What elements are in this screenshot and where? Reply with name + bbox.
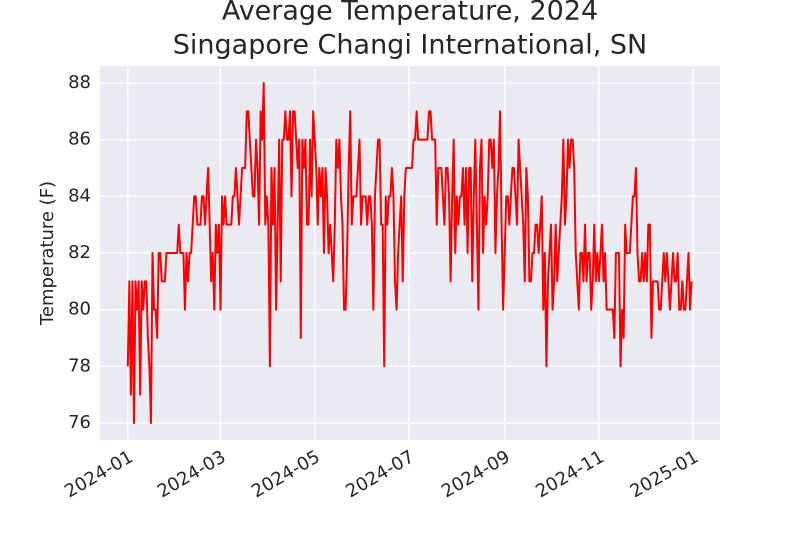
x-tick-label: 2025-01	[626, 446, 702, 502]
x-tick-label: 2024-09	[438, 446, 514, 502]
data-line	[126, 82, 693, 424]
chart-subtitle: Singapore Changi International, SN	[173, 30, 647, 61]
y-tick-label: 86	[68, 129, 91, 150]
x-tick-label: 2024-05	[248, 446, 324, 502]
x-tick-label: 2024-07	[342, 446, 418, 502]
y-tick-label: 76	[68, 412, 91, 433]
x-tick-label: 2024-11	[532, 446, 608, 502]
x-tick-label: 2024-03	[154, 446, 230, 502]
y-axis-label: Temperature (F)	[37, 181, 58, 326]
chart-title: Average Temperature, 2024	[222, 0, 598, 27]
y-tick-label: 82	[68, 242, 91, 263]
y-tick-label: 88	[68, 72, 91, 93]
y-tick-label: 78	[68, 355, 91, 376]
y-tick-label: 80	[68, 299, 91, 320]
y-tick-label: 84	[68, 185, 91, 206]
x-tick-label: 2024-01	[61, 446, 137, 502]
